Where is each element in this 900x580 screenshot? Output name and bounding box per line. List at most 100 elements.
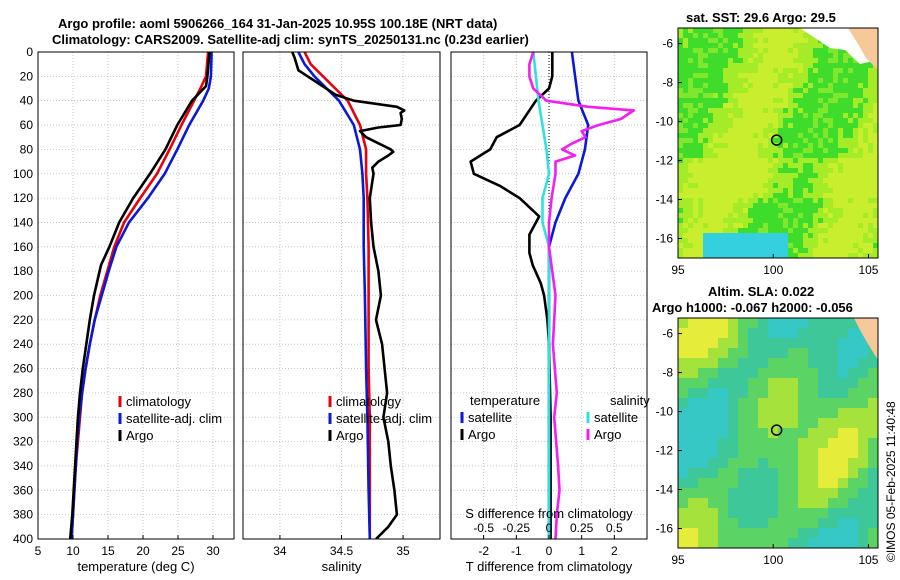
map-cell [788,93,793,98]
map-cell [713,243,718,248]
map-cell [708,83,713,88]
map-cell [723,118,728,123]
map-cell [733,183,738,188]
map-cell [773,213,778,218]
map-cell [868,83,873,88]
map-cell [718,148,723,153]
map-cell [843,253,848,258]
map-cell [863,108,868,113]
map-cell [693,58,698,63]
x-tick-label: 0 [546,544,553,558]
map-cell [853,123,858,128]
map-cell [708,408,718,418]
map-cell [803,168,808,173]
map-cell [753,128,758,133]
map-cell [678,378,688,388]
map-cell [773,73,778,78]
map-cell [808,193,813,198]
map-cell [863,188,868,193]
map-cell [748,63,753,68]
map-cell [873,83,878,88]
map-cell [823,83,828,88]
map-cell [748,538,758,548]
map-cell [803,248,808,253]
map-cell [858,223,863,228]
map-cell [708,528,718,538]
map-cell [818,203,823,208]
map-cell [768,83,773,88]
map-cell [683,148,688,153]
legend-title-temperature: temperature [470,393,540,408]
map-cell [778,418,788,428]
map-cell [853,78,858,83]
map-cell [678,28,683,33]
map-cell [773,218,778,223]
map-cell [678,448,688,458]
map-cell [768,378,778,388]
map-cell [733,68,738,73]
map-cell [723,193,728,198]
map-cell [743,248,748,253]
map-cell [773,183,778,188]
map-cell [683,113,688,118]
map-cell [678,103,683,108]
map-cell [778,118,783,123]
map-cell [688,218,693,223]
map-cell [778,408,788,418]
map-cell [713,48,718,53]
map-cell [848,108,853,113]
map-cell [768,208,773,213]
map-y-tick-label: -16 [656,522,674,536]
map-cell [743,33,748,38]
map-cell [788,388,798,398]
x-axis-label: salinity [322,559,362,574]
map-cell [818,223,823,228]
map-cell [698,378,708,388]
map-cell [808,328,818,338]
map-cell [788,108,793,113]
map-cell [828,428,838,438]
map-cell [838,113,843,118]
map-cell [678,133,683,138]
map-cell [793,118,798,123]
map-cell [698,68,703,73]
map-cell [733,73,738,78]
map-cell [718,128,723,133]
map-cell [743,168,748,173]
map-cell [703,133,708,138]
map-cell [753,28,758,33]
map-cell [833,63,838,68]
map-cell [743,143,748,148]
map-cell [788,188,793,193]
map-cell [743,63,748,68]
map-cell [858,203,863,208]
map-cell [708,133,713,138]
map-cell [858,518,868,528]
map-cell [813,68,818,73]
map-cell [798,43,803,48]
map-cell [843,228,848,233]
map-cell [733,63,738,68]
map-cell [803,173,808,178]
map-cell [818,43,823,48]
map-cell [763,243,768,248]
map-cell [728,213,733,218]
map-cell [748,498,758,508]
map-cell [718,133,723,138]
map-cell [793,178,798,183]
map-cell [863,238,868,243]
map-cell [813,163,818,168]
map-cell [793,48,798,53]
map-cell [838,178,843,183]
map-cell [693,48,698,53]
map-cell [678,143,683,148]
map-cell [718,438,728,448]
map-cell [788,458,798,468]
map-cell [848,328,858,338]
map-cell [783,138,788,143]
map-cell [808,58,813,63]
map-cell [708,28,713,33]
map-cell [828,398,838,408]
map-cell [848,183,853,188]
map-cell [688,203,693,208]
